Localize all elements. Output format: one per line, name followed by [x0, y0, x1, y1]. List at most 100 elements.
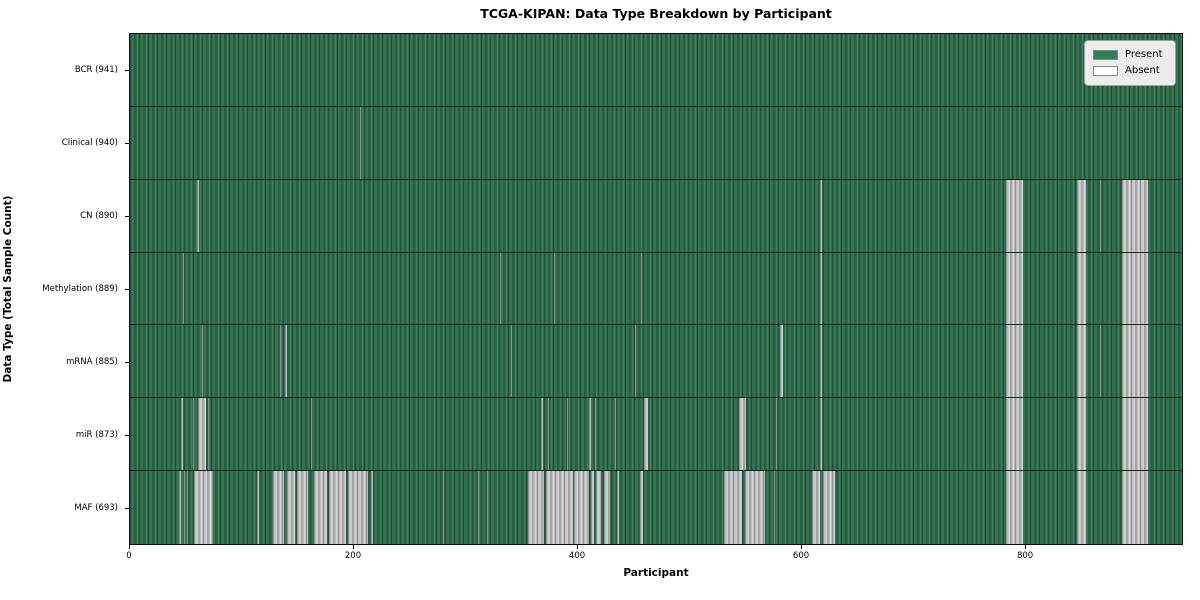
legend-entry-absent: Absent [1093, 63, 1167, 79]
x-tick [577, 545, 579, 549]
absent-stripe [639, 471, 644, 544]
row-mRNA [130, 325, 1182, 399]
absent-stripe [545, 471, 573, 544]
row-MAF [130, 471, 1182, 544]
absent-stripe [1121, 471, 1149, 544]
absent-stripe [776, 398, 778, 471]
absent-stripe [596, 471, 601, 544]
x-tick-label-0: 0 [126, 551, 132, 561]
x-tick [801, 545, 803, 549]
y-tick [125, 70, 129, 72]
absent-stripe [811, 471, 820, 544]
chart-title: TCGA-KIPAN: Data Type Breakdown by Parti… [480, 6, 832, 21]
row-BCR [130, 34, 1182, 107]
absent-stripe [779, 325, 783, 398]
absent-stripe [541, 398, 543, 471]
x-tick-label-400: 400 [568, 551, 586, 561]
absent-stripe [1076, 252, 1086, 325]
absent-swatch-icon [1093, 66, 1118, 76]
x-axis-label: Participant [623, 567, 689, 579]
absent-stripe [744, 471, 765, 544]
y-tick-label-mRNA: mRNA (885) [66, 356, 118, 367]
absent-stripe [723, 471, 742, 544]
absent-stripe [548, 398, 550, 471]
absent-stripe [819, 398, 822, 471]
absent-stripe [1076, 325, 1086, 398]
absent-stripe [500, 252, 502, 325]
absent-stripe [819, 179, 822, 252]
absent-stripe [208, 398, 210, 471]
absent-stripe [486, 471, 488, 544]
legend-label-absent: Absent [1125, 65, 1160, 76]
absent-stripe [1006, 325, 1024, 398]
y-tick-label-CN: CN (890) [80, 211, 118, 222]
absent-stripe [477, 471, 479, 544]
y-tick [125, 434, 129, 436]
y-tick [125, 507, 129, 509]
absent-stripe [371, 471, 373, 544]
absent-stripe [311, 398, 313, 471]
absent-stripe [590, 471, 594, 544]
absent-stripe [553, 252, 555, 325]
absent-stripe [773, 471, 776, 544]
y-tick-label-Methylation: Methylation (889) [42, 284, 118, 294]
absent-stripe [1006, 252, 1024, 325]
absent-stripe [192, 398, 194, 471]
x-tick-label-800: 800 [1016, 551, 1034, 561]
x-tick-label-600: 600 [792, 551, 810, 561]
legend: Present Absent [1084, 40, 1176, 86]
y-tick [125, 289, 129, 290]
absent-stripe [604, 471, 610, 544]
absent-stripe [193, 471, 213, 544]
y-tick [125, 143, 129, 145]
absent-stripe [823, 471, 836, 544]
y-tick [125, 361, 129, 363]
absent-stripe [1076, 179, 1086, 252]
absent-stripe [1121, 398, 1149, 471]
legend-entry-present: Present [1093, 47, 1167, 63]
absent-stripe [1121, 179, 1149, 252]
absent-stripe [1100, 325, 1102, 398]
absent-stripe [285, 325, 287, 398]
absent-stripe [182, 252, 184, 325]
absent-stripe [589, 398, 591, 471]
y-tick-label-MAF: MAF (693) [74, 502, 118, 513]
absent-stripe [739, 398, 746, 471]
y-tick [125, 216, 129, 218]
absent-stripe [181, 398, 183, 471]
x-tick-label-200: 200 [344, 551, 362, 561]
absent-stripe [296, 471, 308, 544]
absent-stripe [198, 398, 206, 471]
absent-stripe [279, 325, 281, 398]
plot-area [129, 33, 1183, 545]
x-tick [129, 545, 130, 549]
absent-stripe [1006, 398, 1024, 471]
absent-stripe [819, 252, 822, 325]
absent-stripe [635, 325, 637, 398]
absent-stripe [273, 471, 285, 544]
absent-stripe [644, 398, 648, 471]
absent-stripe [1076, 471, 1086, 544]
absent-stripe [314, 471, 327, 544]
x-tick [1025, 545, 1027, 549]
absent-stripe [819, 325, 822, 398]
y-tick-label-Clinical: Clinical (940) [61, 138, 118, 149]
absent-stripe [1076, 398, 1086, 471]
absent-stripe [615, 398, 617, 471]
absent-stripe [595, 398, 597, 471]
absent-stripe [179, 471, 182, 544]
absent-stripe [360, 106, 362, 179]
absent-stripe [286, 471, 296, 544]
absent-stripe [573, 471, 590, 544]
absent-stripe [511, 325, 513, 398]
absent-stripe [187, 471, 189, 544]
absent-stripe [443, 471, 445, 544]
absent-stripe [640, 252, 643, 325]
absent-stripe [1006, 179, 1024, 252]
row-Methylation [130, 252, 1182, 326]
legend-label-present: Present [1125, 49, 1163, 60]
absent-stripe [1121, 325, 1149, 398]
y-tick-label-miR: miR (873) [75, 429, 118, 440]
present-swatch-icon [1093, 50, 1118, 60]
